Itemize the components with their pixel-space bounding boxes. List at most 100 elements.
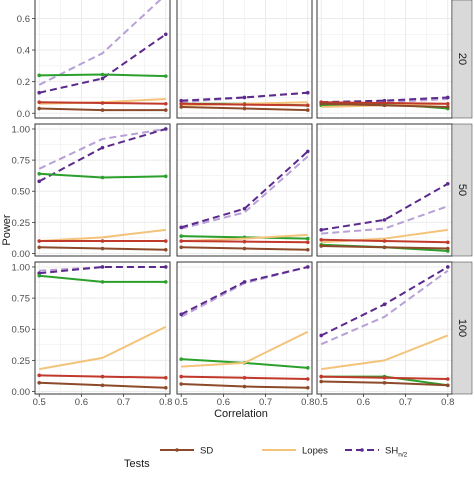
y-tick-label: 0.25	[12, 356, 31, 367]
data-point-sh_dark	[179, 98, 184, 103]
series-line-sh_light	[320, 269, 449, 346]
y-tick-label: 0.50	[12, 325, 31, 336]
data-point-sd	[37, 106, 42, 111]
data-point-green	[179, 234, 184, 238]
data-point-sh_dark	[319, 228, 324, 232]
x-tick-label: 0.8	[301, 397, 314, 408]
y-tick-label: 0.75	[12, 294, 31, 305]
legend-title: Tests	[124, 458, 150, 470]
data-point-sh_dark	[445, 265, 450, 269]
data-point-sh_dark	[382, 302, 387, 307]
data-point-red	[179, 239, 184, 243]
data-point-sd	[445, 383, 450, 388]
x-tick-label: 0.7	[117, 397, 130, 408]
y-tick-label: 0.75	[12, 156, 31, 167]
data-point-green	[163, 74, 168, 78]
data-point-sd	[163, 108, 168, 112]
panel-border	[176, 0, 313, 119]
data-point-red	[242, 239, 247, 244]
data-point-sd	[163, 385, 168, 390]
data-point-sh_dark	[242, 280, 247, 284]
x-tick-label: 0.7	[399, 397, 412, 408]
data-point-sh_dark	[179, 225, 184, 230]
data-point-sd	[242, 106, 247, 111]
data-point-sd	[37, 380, 42, 385]
data-point-sh_dark	[179, 312, 184, 317]
data-point-red	[382, 376, 387, 380]
data-point-sd	[382, 103, 387, 108]
data-point-green	[37, 73, 42, 78]
data-point-green	[100, 175, 105, 180]
data-point-red	[242, 376, 247, 380]
y-tick-label: 1.00	[12, 262, 31, 273]
data-point-sd	[305, 385, 310, 390]
x-tick-label: 0.6	[75, 397, 88, 408]
data-point-sh_dark	[37, 179, 42, 184]
series-line-sh_dark	[39, 265, 166, 275]
facet-strip	[451, 123, 473, 257]
data-point-sd	[179, 245, 184, 250]
data-point-red	[319, 238, 324, 242]
series-line-sh_dark	[321, 96, 448, 104]
series-line-lopes	[181, 330, 309, 368]
data-point-red	[382, 239, 387, 243]
data-point-sh_dark	[242, 206, 247, 211]
data-point-red	[305, 240, 310, 245]
data-point-red	[179, 101, 184, 106]
data-point-green	[445, 249, 450, 253]
x-tick-label: 0.8	[441, 397, 454, 408]
series-line-sh_light	[38, 127, 166, 170]
data-point-sd	[305, 247, 310, 252]
data-point-green	[100, 280, 105, 284]
data-point-sh_dark	[100, 265, 105, 269]
data-point-sh_dark	[305, 90, 310, 95]
data-point-red	[163, 239, 168, 243]
data-point-sd	[100, 108, 105, 112]
series-line-sh_light	[180, 155, 309, 230]
data-point-sd	[100, 383, 105, 388]
legend-label-subscript: n/2	[398, 452, 407, 459]
data-point-red	[37, 100, 42, 104]
x-tick-label: 0.7	[259, 397, 272, 408]
data-point-sh_dark	[163, 32, 168, 37]
data-point-sh_dark	[305, 149, 310, 154]
data-point-sh_dark	[305, 265, 310, 269]
legend-label: SD	[200, 446, 213, 457]
data-point-red	[37, 373, 42, 378]
series-line-sh_light	[321, 98, 448, 105]
facet-strip-label: 20	[456, 53, 468, 65]
series-line-sh_dark	[180, 150, 309, 229]
series-line-lopes	[181, 233, 308, 243]
data-point-red	[163, 376, 168, 380]
data-point-red	[37, 239, 42, 243]
y-tick-label: 0.50	[12, 187, 31, 198]
x-tick-label: 0.5	[33, 397, 46, 408]
data-point-sd	[179, 105, 184, 109]
series-line-sh_dark	[321, 182, 449, 231]
data-point-red	[319, 374, 324, 379]
panel-border	[176, 261, 313, 395]
y-tick-label: 0.0	[17, 109, 30, 120]
x-tick-label: 0.6	[357, 397, 370, 408]
data-point-sh_dark	[382, 218, 387, 222]
panel-border	[34, 0, 171, 119]
data-point-red	[179, 374, 184, 379]
y-tick-label: 1.00	[12, 124, 31, 135]
data-point-red	[100, 374, 105, 379]
legend-key-point	[360, 448, 364, 452]
data-point-sh_dark	[242, 95, 247, 100]
data-point-sd	[305, 108, 310, 112]
data-point-sh_dark	[445, 95, 450, 100]
data-point-red	[445, 377, 450, 381]
data-point-sd	[382, 380, 387, 385]
panel-border	[34, 261, 171, 395]
data-point-sh_dark	[100, 76, 105, 81]
data-point-green	[37, 172, 42, 176]
data-point-green	[37, 273, 42, 278]
data-point-sh_dark	[445, 181, 450, 186]
data-point-sh_dark	[163, 265, 168, 269]
data-point-green	[305, 366, 310, 370]
data-point-green	[163, 174, 168, 179]
series-line-lopes	[39, 228, 166, 243]
